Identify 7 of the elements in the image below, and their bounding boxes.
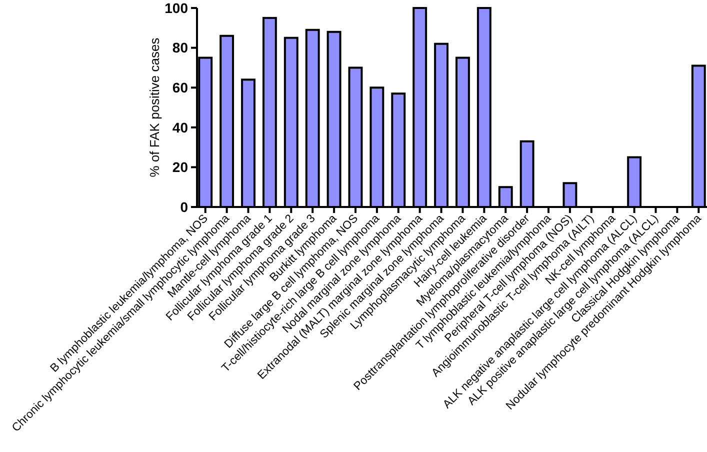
y-tick-label: 60 — [172, 80, 188, 96]
y-tick-label: 20 — [172, 159, 188, 176]
y-tick-label: 40 — [172, 119, 188, 136]
y-tick-label: 100 — [164, 0, 188, 16]
y-axis-title: % of FAK positive cases — [147, 37, 162, 178]
y-tick-label: 80 — [172, 40, 188, 56]
y-tick-label: 0 — [180, 198, 188, 215]
